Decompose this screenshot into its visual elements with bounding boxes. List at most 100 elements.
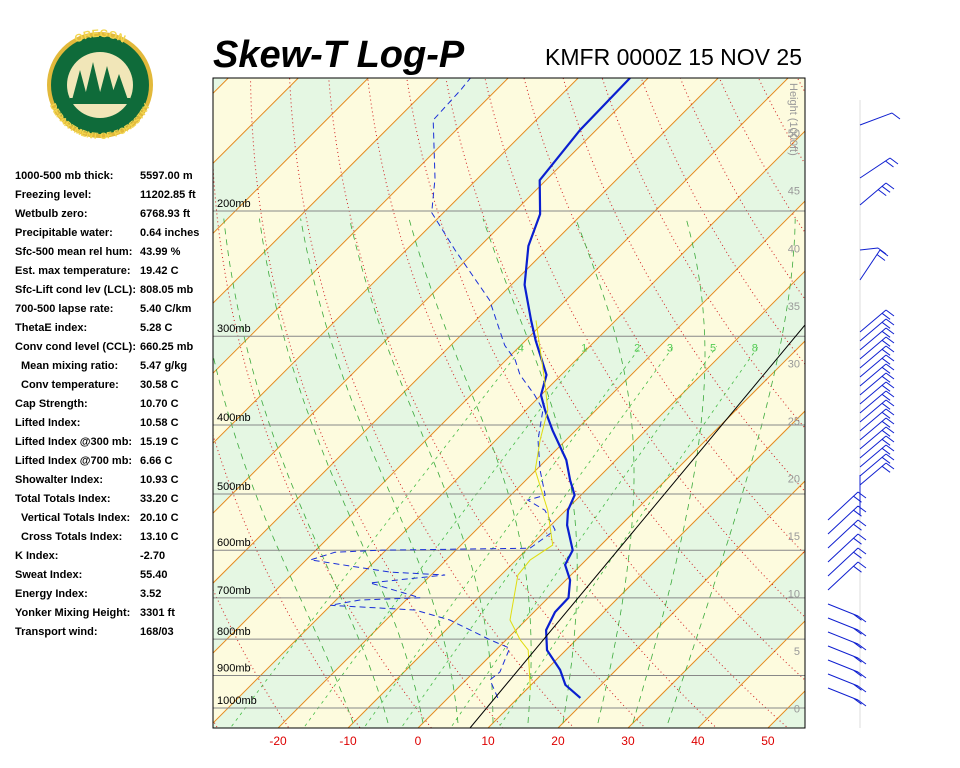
- dry-adiabat: [869, 0, 960, 737]
- chart-subtitle: KMFR 0000Z 15 NOV 25: [545, 44, 802, 70]
- mixing-ratio-label: 8: [752, 342, 758, 354]
- mixing-ratio-label: 1: [581, 342, 587, 354]
- isotherm: [213, 130, 805, 724]
- index-row: ThetaE index: 5.28 C: [15, 322, 172, 334]
- index-value: 808.05 mb: [140, 284, 194, 296]
- dry-adiabat: [484, 78, 805, 618]
- index-value: 20.10 C: [140, 512, 179, 524]
- wind-barb: [859, 327, 895, 351]
- y-tick-label: 600mb: [217, 537, 251, 549]
- y2-tick-label: 10: [788, 588, 800, 600]
- x-tick-label: 40: [691, 734, 705, 748]
- dry-adiabat: [213, 157, 433, 728]
- mixing-ratio-line: [400, 346, 674, 728]
- index-row: 700-500 lapse rate: 5.40 C/km: [15, 303, 191, 315]
- isotherm: [557, 480, 805, 728]
- profile-line: [523, 78, 631, 699]
- wind-barb: [859, 336, 895, 360]
- index-value: -2.70: [140, 550, 166, 562]
- isotherm: [213, 78, 370, 235]
- wind-barb: [859, 112, 901, 126]
- moist-adiabat: [632, 218, 706, 724]
- y2-tick-label: 0: [794, 703, 800, 715]
- index-label: Cap Strength:: [15, 398, 88, 410]
- dry-adiabat: [796, 0, 960, 737]
- index-value: 660.25 mb: [140, 341, 194, 353]
- wind-barb: [827, 659, 867, 679]
- moist-adiabat: [300, 218, 459, 724]
- y2-tick-label: 50: [788, 128, 800, 140]
- wind-barb: [827, 631, 867, 651]
- index-row: Sfc-500 mean rel hum: 43.99 %: [15, 246, 180, 258]
- index-value: 33.20 C: [140, 493, 179, 505]
- index-value: 3.52: [140, 588, 162, 600]
- wind-barb: [859, 417, 895, 441]
- index-label: Wetbulb zero:: [15, 208, 88, 220]
- index-label: 1000-500 mb thick:: [15, 170, 114, 182]
- wind-barb: [859, 249, 889, 281]
- wind-barb: [859, 462, 895, 486]
- index-row: Freezing level: 11202.85 ft: [15, 189, 196, 201]
- profile-line: [310, 78, 556, 699]
- wind-barb: [827, 533, 867, 563]
- dry-adiabat: [562, 78, 805, 493]
- wind-barb: [859, 345, 895, 369]
- index-label: Freezing level:: [15, 189, 92, 201]
- index-row: Lifted Index: 10.58 C: [15, 417, 179, 429]
- index-value: 5.47 g/kg: [140, 360, 188, 372]
- wind-barb: [859, 157, 899, 179]
- index-value: 43.99 %: [140, 246, 181, 258]
- wind-barb: [859, 399, 895, 423]
- isotherm-band: [213, 78, 805, 724]
- isotherm: [213, 78, 300, 165]
- index-label: Precipitable water:: [15, 227, 113, 239]
- isotherm: [487, 410, 805, 728]
- wind-barb: [859, 309, 895, 333]
- dry-adiabat: [601, 78, 805, 429]
- mixing-ratio-label: 3: [667, 342, 673, 354]
- index-value: 5.28 C: [140, 322, 173, 334]
- isotherm-band: [829, 0, 960, 737]
- mixing-ratio-line: [363, 346, 642, 728]
- wind-barb: [827, 673, 867, 693]
- isotherm: [213, 78, 789, 654]
- index-label: Sweat Index:: [15, 569, 83, 581]
- index-label: 700-500 lapse rate:: [15, 303, 114, 315]
- moist-adiabat: [223, 218, 389, 724]
- isotherm: [213, 78, 439, 304]
- index-row: Conv cond level (CCL): 660.25 mb: [15, 341, 193, 353]
- index-row: Yonker Mixing Height: 3301 ft: [15, 607, 175, 619]
- y-tick-label: 1000mb: [217, 695, 257, 707]
- isotherm: [277, 200, 805, 728]
- wind-barb: [827, 645, 867, 665]
- index-row: Transport wind: 168/03: [15, 626, 174, 638]
- mixing-ratio-label: 5: [710, 342, 716, 354]
- index-label: Lifted Index @300 mb:: [15, 436, 133, 448]
- index-value: 13.10 C: [140, 531, 179, 543]
- isotherm: [213, 78, 649, 514]
- index-value: 30.58 C: [140, 379, 179, 391]
- wind-barb: [859, 408, 895, 432]
- index-label: Yonker Mixing Height:: [15, 607, 131, 619]
- index-label: K Index:: [15, 550, 59, 562]
- index-value: 19.42 C: [140, 265, 179, 277]
- y2-tick-label: 20: [788, 473, 800, 485]
- isotherm-band: [213, 131, 805, 728]
- y-tick-label: 200mb: [217, 198, 251, 210]
- x-tick-label: 30: [621, 734, 635, 748]
- x-tick-label: -20: [269, 734, 287, 748]
- index-row: K Index: -2.70: [15, 550, 165, 562]
- profile-line: [509, 320, 554, 690]
- wind-barb: [827, 603, 867, 623]
- index-row: Sweat Index: 55.40: [15, 569, 168, 581]
- index-label: Transport wind:: [15, 626, 98, 638]
- mixing-ratio-label: 2: [634, 342, 640, 354]
- y-tick-label: 900mb: [217, 662, 251, 674]
- index-label: Conv cond level (CCL):: [15, 341, 137, 353]
- index-row: Cap Strength: 10.70 C: [15, 398, 179, 410]
- index-label: Lifted Index:: [15, 417, 81, 429]
- y2-tick-label: 15: [788, 531, 800, 543]
- wind-barb: [859, 435, 895, 459]
